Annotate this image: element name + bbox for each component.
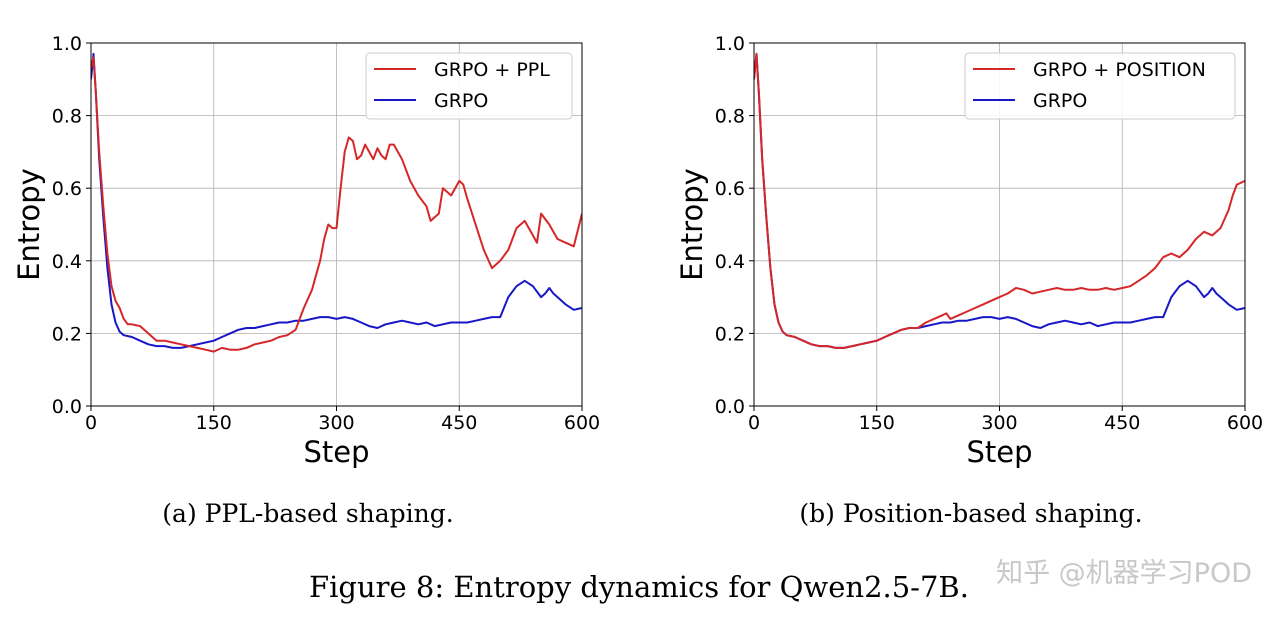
series-line-grpo-ppl xyxy=(91,56,582,353)
x-tick-label: 300 xyxy=(318,412,354,434)
y-tick-label: 0.2 xyxy=(52,323,82,345)
legend-label: GRPO + POSITION xyxy=(1033,59,1206,81)
series-line-grpo xyxy=(91,52,582,349)
y-axis-label: Entropy xyxy=(675,168,709,281)
y-tick-label: 0.4 xyxy=(715,251,745,273)
y-tick-label: 0.4 xyxy=(52,251,82,273)
y-tick-label: 1.0 xyxy=(52,33,82,55)
x-tick-label: 450 xyxy=(441,412,477,434)
x-tick-label: 0 xyxy=(85,412,97,434)
legend: GRPO + PPL GRPO xyxy=(365,52,573,120)
legend-box xyxy=(964,52,1236,120)
y-tick-label: 0.2 xyxy=(715,323,745,345)
subcaption-a: (a) PPL-based shaping. xyxy=(162,499,453,528)
legend-box xyxy=(365,52,573,120)
y-tick-label: 0.6 xyxy=(52,178,82,200)
legend-label: GRPO xyxy=(434,90,488,112)
y-tick-label: 0.0 xyxy=(715,396,745,418)
figure-caption: Figure 8: Entropy dynamics for Qwen2.5-7… xyxy=(309,570,969,604)
watermark: 知乎 @机器学习POD xyxy=(996,558,1252,589)
chart-panel-b: 0 150 300 450 600 0.0 0.2 0.4 0.6 0.8 1.0 Step Entro… xyxy=(675,33,1263,469)
x-tick-label: 600 xyxy=(564,412,600,434)
axes-frame xyxy=(90,42,583,407)
y-tick-label: 0.6 xyxy=(715,178,745,200)
legend-label: GRPO + PPL xyxy=(434,59,550,81)
x-tick-label: 300 xyxy=(981,412,1017,434)
subcaption-b: (b) Position-based shaping. xyxy=(799,499,1142,528)
chart-panel-a: 0 150 300 450 600 0.0 0.2 0.4 0.6 0.8 1.0 Step Entro… xyxy=(12,33,600,469)
y-tick-label: 0.8 xyxy=(52,106,82,128)
legend: GRPO + POSITION GRPO xyxy=(964,52,1236,120)
x-tick-label: 0 xyxy=(748,412,760,434)
y-tick-label: 0.8 xyxy=(715,106,745,128)
y-axis-label: Entropy xyxy=(12,168,46,281)
x-axis-label: Step xyxy=(966,435,1032,469)
x-tick-label: 150 xyxy=(859,412,895,434)
x-axis-label: Step xyxy=(303,435,369,469)
y-tick-label: 0.0 xyxy=(52,396,82,418)
x-tick-label: 450 xyxy=(1104,412,1140,434)
axes-frame xyxy=(753,42,1246,407)
legend-label: GRPO xyxy=(1033,90,1087,112)
x-tick-label: 150 xyxy=(196,412,232,434)
series-line-grpo-position xyxy=(754,52,1245,349)
x-tick-label: 600 xyxy=(1227,412,1263,434)
y-tick-label: 1.0 xyxy=(715,33,745,55)
